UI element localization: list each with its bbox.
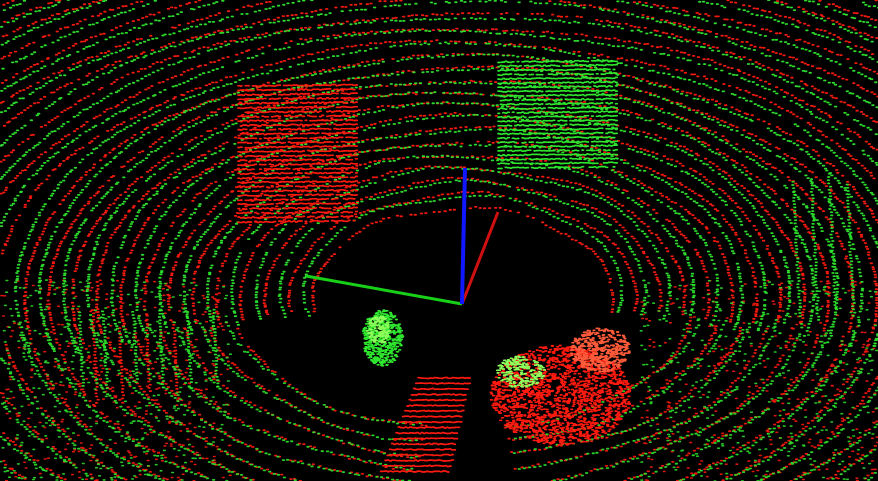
z-axis: [460, 167, 467, 305]
nearby-objects: [361, 309, 632, 473]
coordinate-axes: [305, 167, 500, 306]
wall-structures: [237, 59, 619, 224]
y-axis: [305, 274, 463, 306]
x-axis: [460, 211, 500, 305]
